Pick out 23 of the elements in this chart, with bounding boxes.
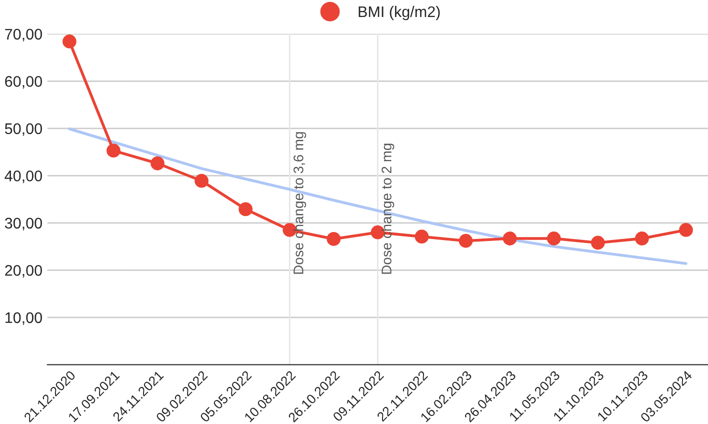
point (590, 236, 605, 250)
y-tick-label: 40,00 (4, 170, 42, 184)
point (414, 230, 429, 244)
y-tick-label: 60,00 (5, 76, 42, 89)
point (106, 144, 120, 158)
point (502, 232, 517, 246)
point (150, 156, 164, 170)
point (679, 223, 693, 237)
ref-line-label: Dose change to 2 mg (381, 144, 394, 274)
point (238, 202, 253, 216)
point (635, 232, 649, 246)
legend-label: BMI (kg/m2) (358, 6, 440, 20)
point (194, 174, 209, 188)
ref-line-label: Dose change to 3,6 mg (293, 132, 306, 274)
y-tick-label: 20,00 (5, 265, 42, 278)
y-tick-label: 30,00 (4, 218, 42, 230)
point (62, 34, 76, 48)
point (546, 232, 561, 246)
y-tick-label: 10,00 (6, 312, 42, 325)
point (326, 232, 341, 246)
y-tick-label: 70,00 (5, 28, 42, 42)
y-tick-label: 50,00 (4, 123, 42, 136)
point (458, 234, 473, 248)
